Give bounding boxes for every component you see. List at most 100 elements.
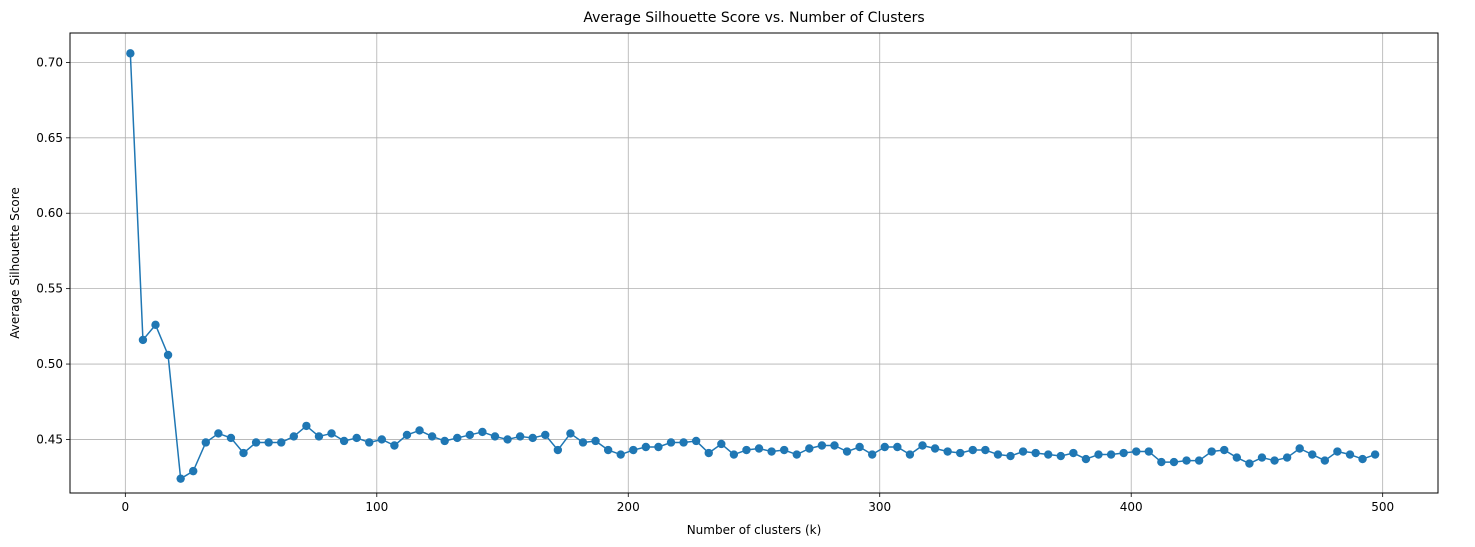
- data-point: [805, 444, 814, 453]
- data-point: [201, 438, 210, 447]
- data-point: [365, 438, 374, 447]
- data-point: [893, 442, 902, 452]
- x-tick-label: 0: [122, 500, 130, 514]
- data-point: [842, 447, 852, 456]
- data-point: [981, 445, 990, 455]
- data-point: [566, 429, 575, 438]
- data-point: [905, 450, 915, 459]
- data-point: [641, 442, 651, 452]
- data-point: [528, 433, 537, 443]
- data-point: [1157, 457, 1166, 467]
- data-point: [339, 436, 349, 446]
- data-point: [717, 439, 726, 449]
- data-point: [1069, 448, 1078, 458]
- data-point: [490, 432, 500, 441]
- y-tick-label: 0.50: [36, 357, 63, 371]
- series-line: [129, 53, 1376, 480]
- chart-title: Average Silhouette Score vs. Number of C…: [583, 10, 924, 26]
- data-point: [956, 448, 965, 458]
- data-point: [1081, 454, 1091, 464]
- data-point: [993, 450, 1003, 459]
- data-point: [1320, 456, 1330, 465]
- data-point: [704, 448, 713, 458]
- data-point: [629, 445, 638, 455]
- data-point: [427, 432, 437, 441]
- data-point: [1144, 447, 1154, 456]
- y-tick-label: 0.60: [36, 206, 63, 220]
- y-tick-label: 0.45: [36, 432, 63, 446]
- y-tick-label: 0.55: [36, 282, 63, 296]
- data-point: [867, 450, 877, 459]
- data-point: [742, 445, 751, 455]
- data-point: [1345, 450, 1355, 459]
- data-point: [503, 435, 512, 444]
- data-point: [930, 444, 940, 453]
- data-point: [541, 430, 550, 440]
- data-point: [792, 450, 801, 459]
- data-point: [214, 429, 223, 438]
- x-tick-label: 400: [1120, 500, 1143, 514]
- data-point: [1358, 454, 1367, 464]
- data-point: [1182, 456, 1191, 465]
- y-axis-label: Average Silhouette Score: [8, 187, 22, 339]
- data-point: [855, 442, 864, 452]
- data-point: [880, 442, 889, 452]
- data-point: [1044, 450, 1053, 459]
- x-tick-label: 200: [617, 500, 640, 514]
- data-point: [943, 447, 952, 456]
- data-point: [1169, 457, 1179, 467]
- data-point: [666, 438, 676, 447]
- data-point: [754, 444, 764, 453]
- data-point: [151, 320, 160, 330]
- data-point: [239, 448, 248, 458]
- data-point: [1282, 453, 1292, 462]
- data-point: [729, 450, 739, 459]
- data-point: [1295, 444, 1304, 453]
- data-point: [578, 438, 588, 447]
- data-point: [1308, 450, 1317, 459]
- data-point: [616, 450, 625, 459]
- data-point: [1257, 453, 1267, 462]
- plot-frame: [69, 32, 1439, 494]
- data-point: [302, 421, 311, 431]
- data-point: [1270, 456, 1279, 465]
- x-axis: 0 100 200 300 400 500: [122, 493, 1394, 514]
- data-point: [603, 445, 613, 455]
- data-point: [1232, 453, 1242, 462]
- x-tick-label: 100: [365, 500, 388, 514]
- data-point: [465, 430, 475, 440]
- data-point: [163, 350, 173, 360]
- data-point: [1132, 447, 1141, 456]
- y-tick-label: 0.70: [36, 55, 63, 69]
- data-point: [226, 433, 236, 443]
- x-axis-label: Number of clusters (k): [687, 523, 822, 537]
- data-point: [251, 438, 261, 447]
- data-point: [126, 49, 135, 58]
- data-point: [654, 442, 663, 452]
- x-tick-label: 500: [1371, 500, 1394, 514]
- plot-area-background: [70, 33, 1438, 493]
- data-point: [1094, 450, 1103, 459]
- data-point: [277, 438, 286, 447]
- data-point: [830, 441, 839, 450]
- data-point: [1370, 450, 1380, 459]
- data-point: [176, 474, 185, 483]
- data-point: [138, 335, 148, 345]
- data-point: [968, 445, 977, 455]
- data-point: [553, 445, 563, 455]
- data-point: [591, 436, 600, 446]
- data-point: [189, 466, 198, 476]
- data-point: [478, 427, 487, 437]
- data-point: [691, 436, 701, 446]
- y-axis: 0.45 0.50 0.55 0.60 0.65 0.70: [36, 55, 70, 446]
- series-layer: [126, 49, 1380, 483]
- y-tick-label: 0.65: [36, 131, 63, 145]
- data-point: [415, 426, 424, 435]
- x-tick-label: 300: [868, 500, 891, 514]
- data-point: [918, 441, 927, 450]
- data-point: [1119, 448, 1128, 458]
- data-point: [1245, 459, 1254, 468]
- data-point: [327, 429, 336, 438]
- data-point: [1207, 447, 1216, 456]
